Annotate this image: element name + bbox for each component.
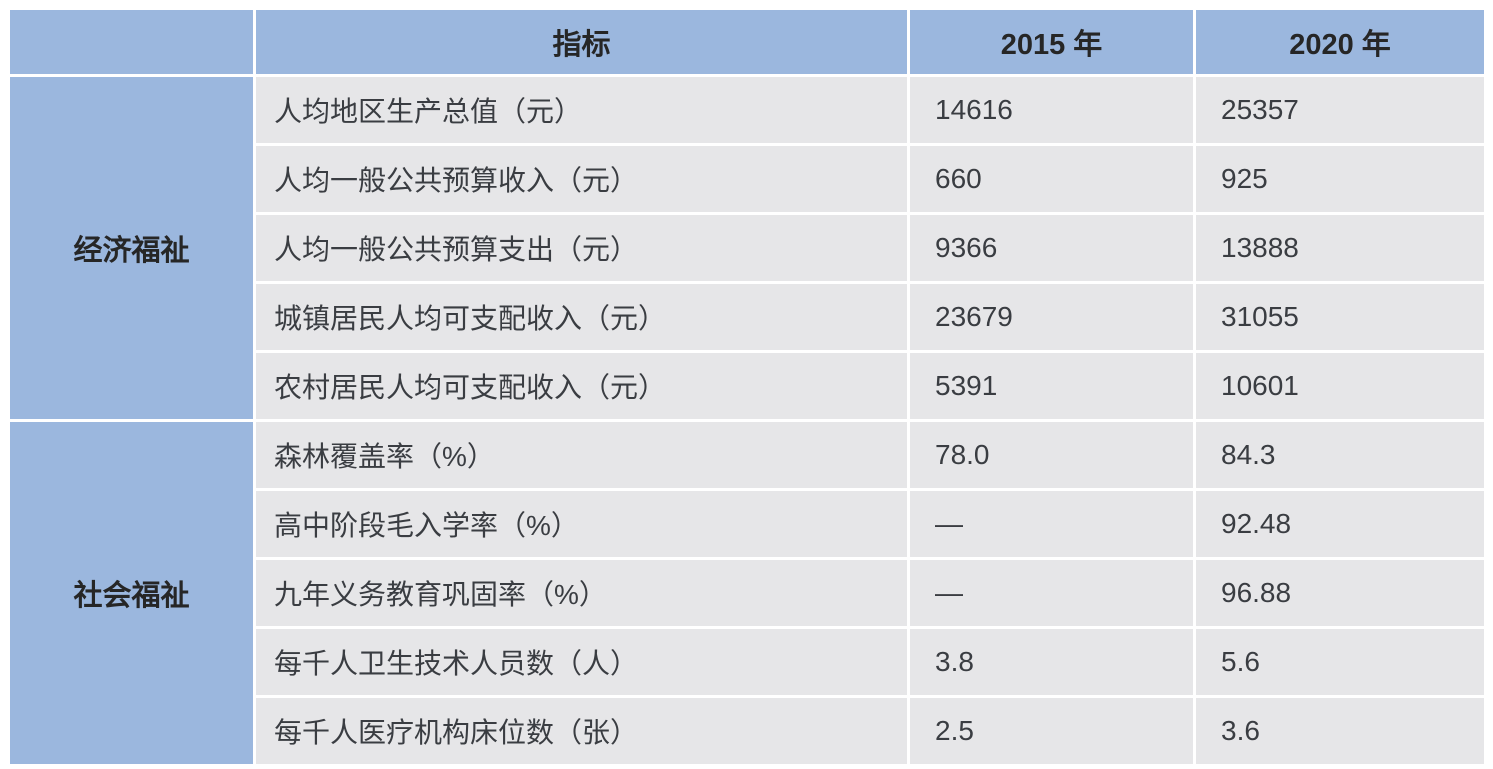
value-2015-cell: 3.8: [910, 629, 1193, 695]
indicator-cell: 农村居民人均可支配收入（元）: [256, 353, 907, 419]
value-2015-cell: 23679: [910, 284, 1193, 350]
value-2015-cell: 660: [910, 146, 1193, 212]
indicator-cell: 九年义务教育巩固率（%）: [256, 560, 907, 626]
value-2020-cell: 84.3: [1196, 422, 1484, 488]
indicator-cell: 城镇居民人均可支配收入（元）: [256, 284, 907, 350]
table-row: 每千人医疗机构床位数（张） 2.5 3.6: [10, 698, 1484, 764]
indicator-cell: 人均一般公共预算支出（元）: [256, 215, 907, 281]
value-2015-cell: 5391: [910, 353, 1193, 419]
value-2015-cell: 14616: [910, 77, 1193, 143]
table-row: 每千人卫生技术人员数（人） 3.8 5.6: [10, 629, 1484, 695]
value-2015-cell: 9366: [910, 215, 1193, 281]
value-2015-cell: 2.5: [910, 698, 1193, 764]
value-2020-cell: 10601: [1196, 353, 1484, 419]
value-2015-cell: —: [910, 560, 1193, 626]
table-row: 经济福祉 人均地区生产总值（元） 14616 25357: [10, 77, 1484, 419]
indicator-cell: 人均一般公共预算收入（元）: [256, 146, 907, 212]
welfare-indicators-table: 指标 2015 年 2020 年 经济福祉 人均地区生产总值（元） 14616 …: [7, 7, 1487, 767]
value-2020-cell: 925: [1196, 146, 1484, 212]
indicator-cell: 每千人卫生技术人员数（人）: [256, 629, 907, 695]
value-2015-cell: 78.0: [910, 422, 1193, 488]
value-2020-cell: 31055: [1196, 284, 1484, 350]
table-row: 城镇居民人均可支配收入（元） 23679 31055: [10, 284, 1484, 350]
table-row: 九年义务教育巩固率（%） — 96.88: [10, 560, 1484, 626]
value-2020-cell: 13888: [1196, 215, 1484, 281]
header-corner-cell: [10, 10, 253, 74]
value-2020-cell: 25357: [1196, 77, 1484, 143]
indicator-cell: 每千人医疗机构床位数（张）: [256, 698, 907, 764]
header-indicator: 指标: [256, 10, 907, 74]
header-row: 指标 2015 年 2020 年: [10, 10, 1484, 74]
table-row: 农村居民人均可支配收入（元） 5391 10601: [10, 353, 1484, 419]
table-row: 人均一般公共预算收入（元） 660 925: [10, 146, 1484, 212]
indicator-cell: 人均地区生产总值（元）: [256, 77, 907, 143]
category-cell-economic-welfare: 经济福祉: [10, 77, 253, 419]
indicator-cell: 高中阶段毛入学率（%）: [256, 491, 907, 557]
table-row: 高中阶段毛入学率（%） — 92.48: [10, 491, 1484, 557]
table-row: 人均一般公共预算支出（元） 9366 13888: [10, 215, 1484, 281]
indicator-cell: 森林覆盖率（%）: [256, 422, 907, 488]
value-2020-cell: 5.6: [1196, 629, 1484, 695]
value-2020-cell: 92.48: [1196, 491, 1484, 557]
header-year-2015: 2015 年: [910, 10, 1193, 74]
value-2020-cell: 3.6: [1196, 698, 1484, 764]
header-year-2020: 2020 年: [1196, 10, 1484, 74]
value-2015-cell: —: [910, 491, 1193, 557]
table-row: 社会福祉 森林覆盖率（%） 78.0 84.3: [10, 422, 1484, 764]
category-cell-social-welfare: 社会福祉: [10, 422, 253, 764]
value-2020-cell: 96.88: [1196, 560, 1484, 626]
